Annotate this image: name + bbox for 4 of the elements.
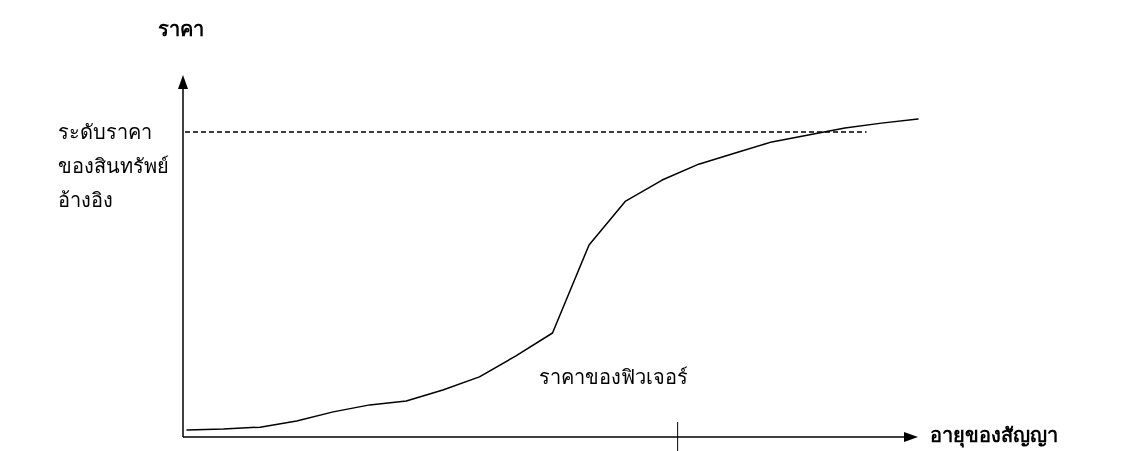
ref-line-label: ระดับราคาของสินทรัพย์อ้างอิง [58,119,170,215]
y-axis-title: ราคา [158,16,204,43]
x-axis-title: อายุของสัญญา [930,422,1058,450]
series-label: ราคาของฟิวเจอร์ [539,363,689,391]
